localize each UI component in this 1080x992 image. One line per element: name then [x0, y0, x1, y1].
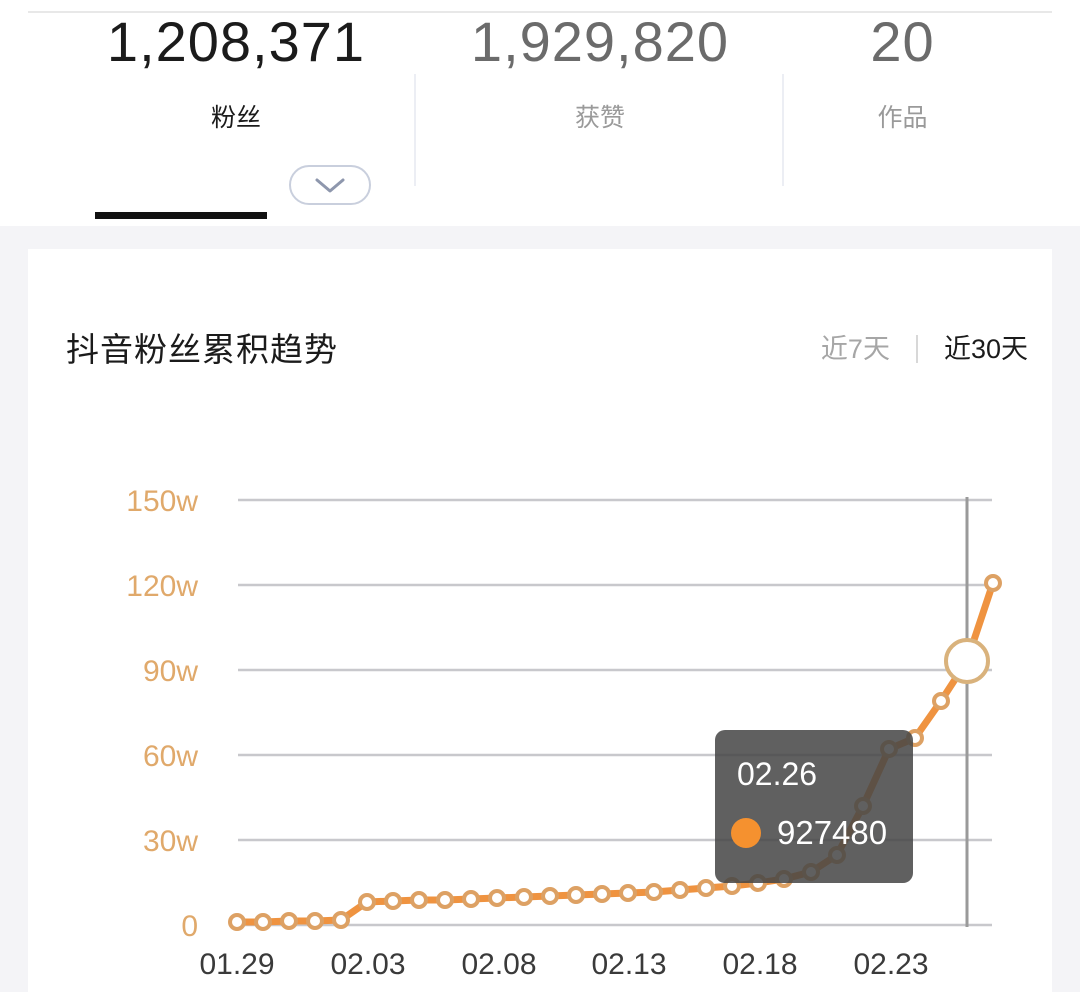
y-tick-120w: 120w — [126, 570, 198, 603]
tooltip-series-row: 927480 — [731, 816, 887, 849]
stat-divider-1 — [414, 74, 416, 186]
y-tick-30w: 30w — [142, 825, 198, 858]
stat-divider-2 — [782, 74, 784, 186]
chevron-down-icon — [313, 175, 347, 195]
tooltip-value: 927480 — [777, 814, 888, 851]
stat-works-label: 作品 — [877, 104, 928, 132]
y-tick-150w: 150w — [126, 485, 198, 518]
tab-last-30-days[interactable]: 近30天 — [943, 333, 1028, 364]
chart-title: 抖音粉丝累积趋势 — [66, 331, 338, 368]
x-tick-0129: 01.29 — [199, 948, 275, 981]
stat-fans-label: 粉丝 — [210, 104, 261, 132]
tab-last-7-days[interactable]: 近7天 — [820, 333, 890, 364]
x-tick-0223: 02.23 — [853, 948, 929, 981]
stat-fans-value: 1,208,371 — [106, 10, 366, 73]
fans-trend-card: 抖音粉丝累积趋势 近7天 近30天 — [28, 249, 1052, 992]
fans-expand-button[interactable] — [289, 165, 371, 205]
fans-trend-chart[interactable]: 150w 120w 90w 60w 30w 0 01.29 02.03 02.0… — [28, 249, 1052, 992]
stat-works-value: 20 — [870, 10, 935, 73]
y-tick-90w: 90w — [142, 655, 198, 688]
stat-likes-value: 1,929,820 — [470, 10, 730, 73]
highlighted-point — [944, 638, 990, 684]
active-tab-underline — [95, 212, 267, 219]
x-tick-0203: 02.03 — [330, 948, 406, 981]
top-divider — [28, 11, 1052, 13]
chart-tooltip: 02.26 927480 — [715, 730, 913, 883]
x-tick-0218: 02.18 — [722, 948, 798, 981]
y-tick-60w: 60w — [142, 740, 198, 773]
stat-works[interactable]: 20 作品 — [790, 14, 1015, 131]
stats-header: 1,208,371 粉丝 1,929,820 获赞 20 作品 — [0, 14, 1080, 226]
series-color-dot — [731, 817, 761, 848]
stat-likes[interactable]: 1,929,820 获赞 — [420, 14, 780, 131]
tooltip-date: 02.26 — [737, 756, 818, 792]
x-tick-0208: 02.08 — [461, 948, 537, 981]
range-tabs: 近7天 近30天 — [821, 335, 1028, 363]
x-tick-0213: 02.13 — [591, 948, 667, 981]
y-tick-0: 0 — [181, 910, 198, 943]
range-tab-divider — [915, 335, 918, 363]
stat-fans[interactable]: 1,208,371 粉丝 — [58, 14, 414, 131]
stat-likes-label: 获赞 — [574, 104, 625, 132]
